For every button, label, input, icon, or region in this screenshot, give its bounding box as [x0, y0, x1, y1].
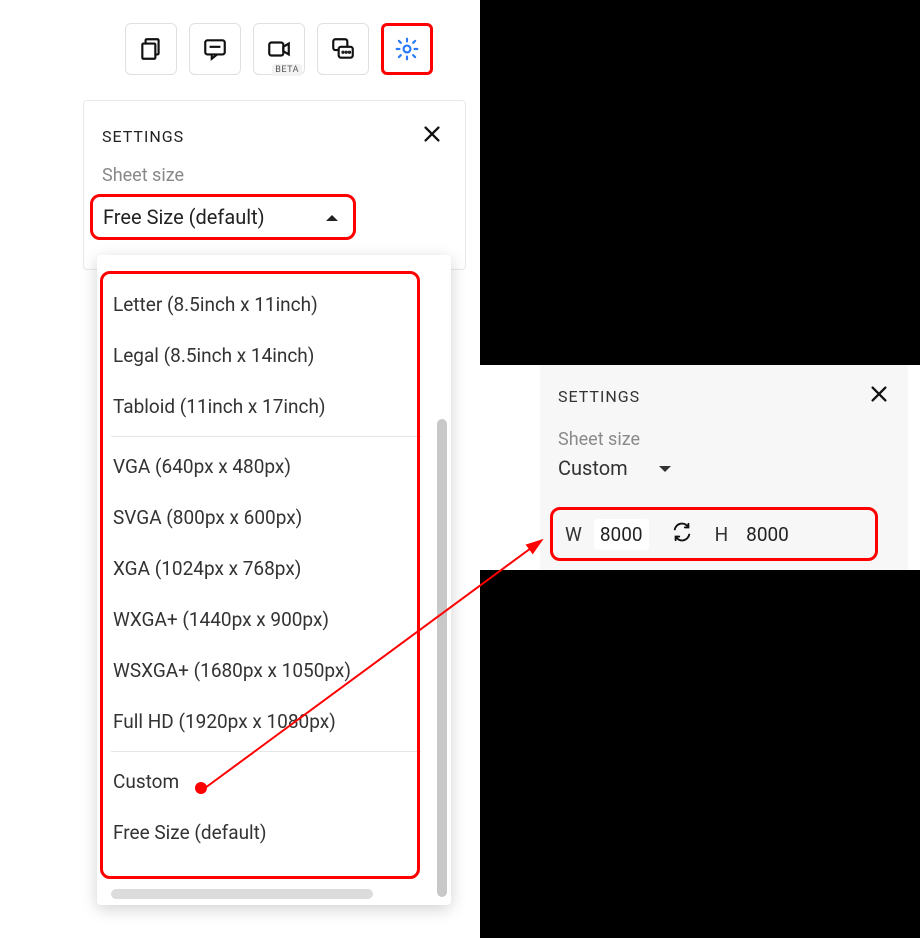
sheet-size-label: Sheet size: [84, 153, 465, 194]
height-label: H: [715, 523, 729, 546]
panel-title: SETTINGS: [102, 127, 184, 146]
black-region-top: [480, 0, 920, 365]
black-region-bottom: [480, 570, 920, 938]
horizontal-scrollbar[interactable]: [111, 889, 373, 899]
option-letter[interactable]: Letter (8.5inch x 11inch): [111, 279, 421, 330]
option-wxga[interactable]: WXGA+ (1440px x 900px): [111, 594, 421, 645]
width-input[interactable]: 8000: [594, 519, 649, 550]
annotation-dot: [195, 782, 207, 794]
sheet-size-label: Sheet size: [540, 411, 908, 456]
height-input[interactable]: 8000: [740, 519, 795, 550]
option-free-size[interactable]: Free Size (default): [111, 807, 421, 858]
option-legal[interactable]: Legal (8.5inch x 14inch): [111, 330, 421, 381]
select-value: Custom: [558, 456, 628, 480]
separator: [111, 751, 421, 752]
dimensions-row: W 8000 H 8000: [550, 507, 878, 561]
settings-panel-custom: SETTINGS Sheet size Custom W 8000: [540, 365, 908, 570]
option-fullhd[interactable]: Full HD (1920px x 1080px): [111, 696, 421, 747]
option-svga[interactable]: SVGA (800px x 600px): [111, 492, 421, 543]
swap-icon[interactable]: [671, 521, 693, 547]
close-icon[interactable]: [421, 123, 443, 149]
separator: [111, 436, 421, 437]
toolbar: BETA: [125, 23, 433, 75]
vertical-scrollbar[interactable]: [437, 419, 447, 897]
sheet-size-select-custom[interactable]: Custom: [558, 456, 908, 480]
pages-button[interactable]: [125, 23, 177, 75]
panel-title: SETTINGS: [558, 387, 640, 406]
settings-button[interactable]: [381, 23, 433, 75]
comment-button[interactable]: [189, 23, 241, 75]
sheet-size-dropdown: Letter (8.5inch x 11inch) Legal (8.5inch…: [97, 255, 451, 905]
video-button[interactable]: BETA: [253, 23, 305, 75]
chat-button[interactable]: [317, 23, 369, 75]
close-icon[interactable]: [868, 383, 890, 409]
select-value: Free Size (default): [103, 205, 265, 229]
beta-badge: BETA: [272, 64, 302, 76]
option-vga[interactable]: VGA (640px x 480px): [111, 441, 421, 492]
chevron-up-icon: [325, 208, 339, 227]
chevron-down-icon: [658, 459, 672, 478]
option-tabloid[interactable]: Tabloid (11inch x 17inch): [111, 381, 421, 432]
width-label: W: [565, 523, 582, 546]
settings-panel: SETTINGS Sheet size Free Size (default): [83, 100, 466, 270]
option-wsxga[interactable]: WSXGA+ (1680px x 1050px): [111, 645, 421, 696]
sheet-size-select[interactable]: Free Size (default): [90, 194, 356, 240]
option-xga[interactable]: XGA (1024px x 768px): [111, 543, 421, 594]
option-custom[interactable]: Custom: [111, 756, 421, 807]
